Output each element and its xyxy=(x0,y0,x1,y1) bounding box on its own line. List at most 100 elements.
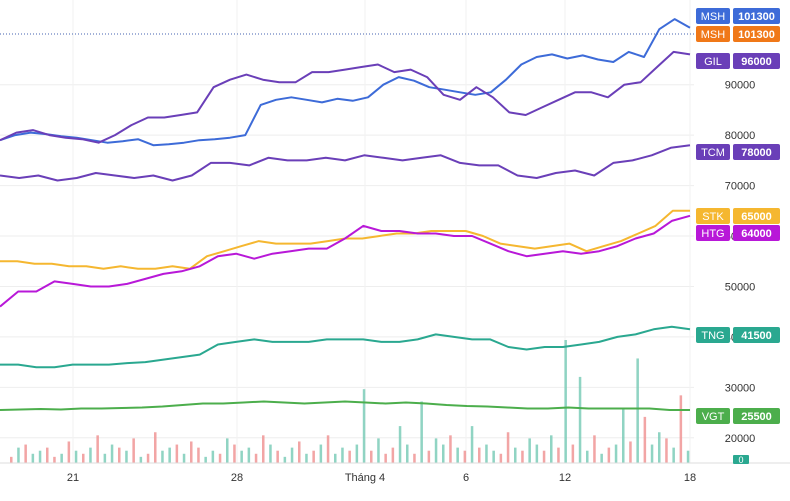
volume-bar xyxy=(175,444,179,463)
x-tick-label: 18 xyxy=(684,472,696,484)
volume-bar xyxy=(319,444,323,463)
volume-bar xyxy=(370,450,373,463)
volume-bar xyxy=(434,438,438,463)
x-tick-label: 21 xyxy=(67,472,79,484)
volume-bar xyxy=(348,450,351,463)
volume-bar xyxy=(478,447,481,463)
ticker-name: STK xyxy=(702,211,724,223)
volume-bar xyxy=(463,450,467,463)
volume-bar xyxy=(262,435,265,463)
volume-bar xyxy=(74,450,78,463)
volume-bar xyxy=(398,426,402,463)
volume-bar xyxy=(643,416,647,463)
ticker-tag xyxy=(696,225,730,241)
y-tick-label: 30000 xyxy=(725,382,756,394)
volume-bar xyxy=(182,453,186,463)
series-line-htg xyxy=(0,214,691,308)
series-line-vgt xyxy=(0,400,690,411)
volume-bar xyxy=(672,447,675,463)
y-tick-label: 50000 xyxy=(725,281,756,293)
ticker-tag xyxy=(696,26,730,42)
value-label-msh: MSH 101300 xyxy=(696,8,780,24)
ticker-tag xyxy=(696,53,730,69)
volume-bar xyxy=(82,453,85,463)
volume-bar xyxy=(283,456,287,463)
volume-bar xyxy=(514,447,517,463)
volume-bar xyxy=(96,435,99,463)
volume-bar xyxy=(391,447,395,463)
ticker-name: HTG xyxy=(701,228,724,240)
value-label-tng: TNG 41500 xyxy=(696,327,780,343)
value-label-vgt: VGT 25500 xyxy=(696,408,780,424)
time-axis[interactable]: 21 28 Tháng 4 6 12 18 xyxy=(0,462,790,501)
volume-bar xyxy=(341,447,344,463)
volume-bar xyxy=(427,450,431,463)
last-price: 101300 xyxy=(738,29,775,41)
volume-bar xyxy=(305,453,308,463)
volume-bar xyxy=(132,438,135,463)
volume-bar xyxy=(168,447,171,463)
volume-bar xyxy=(665,438,668,463)
volume-bar xyxy=(89,447,92,463)
volume-bar xyxy=(658,432,661,463)
last-price: 41500 xyxy=(741,330,772,342)
last-price: 64000 xyxy=(741,228,772,240)
volume-bar xyxy=(485,444,488,463)
ticker-tag xyxy=(696,327,730,343)
volume-last-value: 0 xyxy=(738,455,743,465)
volume-bar xyxy=(269,444,272,463)
volume-bar xyxy=(542,450,546,463)
last-price: 25500 xyxy=(741,411,772,423)
volume-bar xyxy=(413,453,416,463)
time-axis-background xyxy=(0,463,790,501)
last-price: 78000 xyxy=(741,147,772,159)
ticker-name: VGT xyxy=(702,411,725,423)
ticker-name: TCM xyxy=(701,147,725,159)
volume-tag xyxy=(733,455,749,464)
volume-bar xyxy=(470,426,474,463)
volume-bar xyxy=(578,376,582,463)
volume-bar xyxy=(355,444,359,463)
volume-last-label: 0 xyxy=(733,455,749,465)
volume-bar xyxy=(614,444,618,463)
series-line-tng xyxy=(0,325,691,369)
series-line-stk xyxy=(0,209,690,270)
volume-bar xyxy=(492,450,495,463)
volume-bar xyxy=(557,447,560,463)
ticker-tag xyxy=(696,8,730,24)
volume-bar xyxy=(38,450,42,463)
ticker-tag xyxy=(696,408,730,424)
volume-bar xyxy=(334,453,337,463)
y-tick-label: 70000 xyxy=(725,181,756,193)
ticker-name: MSH xyxy=(701,11,726,23)
volume-bar xyxy=(46,447,49,463)
ticker-name: TNG xyxy=(701,330,724,342)
y-tick-label: 90000 xyxy=(725,80,756,92)
series-value-labels: MSH 101300 MSH 101300 GIL 96000 TCM 78000 STK 650… xyxy=(696,8,780,465)
last-price: 101300 xyxy=(738,11,775,23)
volume-bar xyxy=(550,435,553,463)
series-line-msh xyxy=(0,18,691,147)
volume-bar xyxy=(60,453,63,463)
volume-bar xyxy=(362,389,366,463)
y-tick-label: 80000 xyxy=(725,130,756,142)
series-line-tcm xyxy=(0,144,691,182)
ticker-name: GIL xyxy=(704,56,722,68)
volume-bar xyxy=(449,435,452,463)
volume-bar xyxy=(240,450,243,463)
volume-bar xyxy=(226,438,229,463)
x-tick-label: 12 xyxy=(559,472,571,484)
price-tag xyxy=(733,225,780,241)
volume-bar xyxy=(139,456,143,463)
series-line-gil xyxy=(0,50,691,144)
volume-bar xyxy=(204,456,207,463)
y-tick-label: 20000 xyxy=(725,433,756,445)
volume-bars xyxy=(10,340,690,463)
volume-bar xyxy=(600,453,603,463)
ticker-name: MSH xyxy=(701,29,726,41)
ticker-tag xyxy=(696,208,730,224)
volume-bar xyxy=(499,453,503,463)
last-price: 96000 xyxy=(741,56,772,68)
value-label-msh: MSH 101300 xyxy=(696,26,780,42)
